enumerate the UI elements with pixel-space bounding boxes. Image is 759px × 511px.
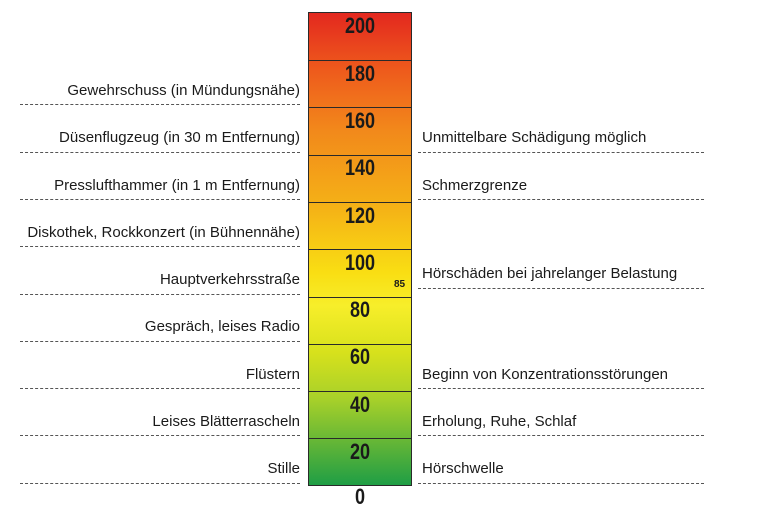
band-divider	[309, 107, 411, 108]
band-divider	[309, 438, 411, 439]
scale-tick-40: 40	[349, 392, 371, 417]
scale-tick-200: 200	[344, 13, 376, 38]
band-divider	[309, 344, 411, 345]
dashed-rule	[418, 152, 704, 153]
scale-tick-0: 0	[354, 484, 366, 509]
dashed-rule	[20, 152, 300, 153]
dashed-rule	[20, 341, 300, 342]
scale-tick-20: 20	[349, 439, 371, 464]
dashed-rule	[20, 483, 300, 484]
scale-tick-80: 80	[349, 297, 371, 322]
scale-tick-100: 100	[344, 250, 376, 275]
dashed-rule	[418, 288, 704, 289]
dashed-rule	[418, 435, 704, 436]
label-disco-concert: Diskothek, Rockkonzert (in Bühnennähe)	[27, 224, 300, 241]
label-immediate-damage: Unmittelbare Schädigung möglich	[422, 129, 647, 146]
band-divider	[309, 202, 411, 203]
dashed-rule	[20, 246, 300, 247]
label-pain-threshold: Schmerzgrenze	[422, 177, 528, 194]
band-divider	[309, 155, 411, 156]
label-whisper: Flüstern	[245, 366, 300, 383]
label-leaf-rustle: Leises Blätterrascheln	[152, 413, 300, 430]
dashed-rule	[20, 104, 300, 105]
label-jackhammer: Presslufthammer (in 1 m Entfernung)	[54, 177, 300, 194]
dashed-rule	[20, 294, 300, 295]
scale-tick-180: 180	[344, 61, 376, 86]
label-silence: Stille	[267, 460, 300, 477]
dashed-rule	[418, 199, 704, 200]
label-concentration: Beginn von Konzentrationsstörungen	[422, 366, 669, 383]
scale-tick-120: 120	[344, 203, 376, 228]
scale-marker-85: 85	[394, 279, 406, 290]
label-main-road: Hauptverkehrsstraße	[159, 271, 300, 288]
dashed-rule	[20, 199, 300, 200]
label-hearing-damage: Hörschäden bei jahrelanger Belastung	[422, 265, 678, 282]
decibel-scale-bar: 200 180 160 140 120 100 80 60 40 20	[308, 12, 412, 486]
scale-tick-60: 60	[349, 344, 371, 369]
dashed-rule	[418, 388, 704, 389]
label-rest-sleep: Erholung, Ruhe, Schlaf	[422, 413, 577, 430]
scale-tick-140: 140	[344, 155, 376, 180]
band-divider	[309, 297, 411, 298]
label-conversation-radio: Gespräch, leises Radio	[144, 318, 300, 335]
label-jet-plane: Düsenflugzeug (in 30 m Entfernung)	[59, 129, 300, 146]
band-divider	[309, 249, 411, 250]
label-gunshot: Gewehrschuss (in Mündungsnähe)	[67, 82, 300, 99]
band-divider	[309, 60, 411, 61]
band-divider	[309, 391, 411, 392]
label-hearing-threshold: Hörschwelle	[422, 460, 504, 477]
dashed-rule	[20, 388, 300, 389]
scale-tick-160: 160	[344, 108, 376, 133]
dashed-rule	[20, 435, 300, 436]
dashed-rule	[418, 483, 704, 484]
